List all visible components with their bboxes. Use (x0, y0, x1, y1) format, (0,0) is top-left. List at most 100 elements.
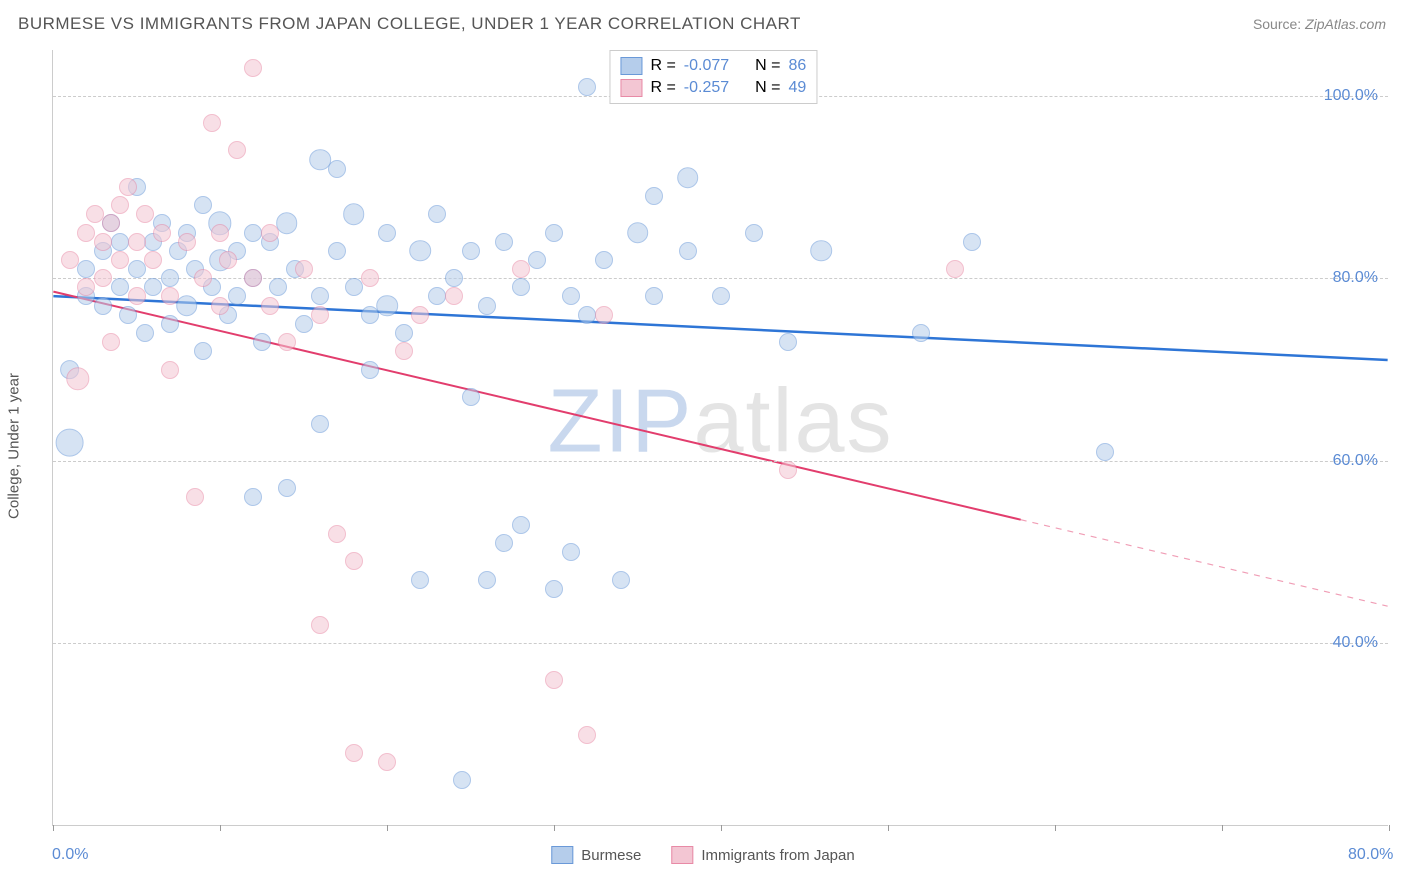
scatter-point (410, 240, 432, 262)
scatter-point (946, 260, 964, 278)
scatter-point (86, 205, 104, 223)
scatter-point (111, 233, 129, 251)
trend-lines (53, 50, 1388, 825)
scatter-point (512, 260, 530, 278)
x-tick (1389, 825, 1390, 831)
x-tick (888, 825, 889, 831)
legend-n-value-2: 49 (789, 79, 807, 97)
plot-area: ZIPatlas 40.0%60.0%80.0%100.0% (52, 50, 1388, 826)
y-axis-title: College, Under 1 year (6, 373, 23, 519)
scatter-point (311, 616, 329, 634)
scatter-point (161, 361, 179, 379)
scatter-point (94, 297, 112, 315)
scatter-point (512, 278, 530, 296)
scatter-point (376, 295, 398, 317)
scatter-point (244, 224, 262, 242)
legend-n-label-1: N = (755, 57, 780, 75)
scatter-point (77, 224, 95, 242)
scatter-point (253, 333, 271, 351)
watermark-rest: atlas (693, 372, 893, 472)
scatter-point (595, 251, 613, 269)
scatter-point (428, 287, 446, 305)
x-tick (721, 825, 722, 831)
scatter-point (94, 269, 112, 287)
scatter-point (276, 213, 298, 235)
scatter-point (186, 488, 204, 506)
watermark-zip: ZIP (547, 372, 693, 472)
scatter-point (963, 233, 981, 251)
scatter-point (411, 571, 429, 589)
scatter-point (77, 260, 95, 278)
scatter-point (328, 242, 346, 260)
scatter-point (194, 196, 212, 214)
scatter-point (627, 222, 649, 244)
scatter-point (311, 287, 329, 305)
scatter-point (77, 278, 95, 296)
scatter-point (1096, 443, 1114, 461)
scatter-point (161, 269, 179, 287)
x-tick (220, 825, 221, 831)
scatter-point (378, 753, 396, 771)
y-tick-label: 40.0% (1333, 634, 1378, 652)
scatter-point (102, 214, 120, 232)
legend-item-2: Immigrants from Japan (671, 846, 854, 864)
scatter-point (779, 333, 797, 351)
x-tick (387, 825, 388, 831)
x-tick-label: 0.0% (52, 846, 88, 864)
scatter-point (343, 204, 365, 226)
trend-line-solid (53, 292, 1020, 520)
scatter-point (545, 580, 563, 598)
scatter-point (194, 342, 212, 360)
legend-r-label-2: R = (650, 79, 675, 97)
scatter-point (261, 297, 279, 315)
scatter-point (228, 287, 246, 305)
gridline-h (53, 461, 1388, 462)
scatter-point (102, 333, 120, 351)
scatter-point (453, 771, 471, 789)
scatter-point (94, 233, 112, 251)
scatter-point (328, 525, 346, 543)
scatter-point (128, 287, 146, 305)
scatter-point (528, 251, 546, 269)
chart-container: BURMESE VS IMMIGRANTS FROM JAPAN COLLEGE… (0, 0, 1406, 892)
scatter-point (278, 333, 296, 351)
legend-row-series-1: R = -0.077 N = 86 (620, 55, 806, 77)
scatter-point (478, 571, 496, 589)
scatter-point (779, 461, 797, 479)
source-name: ZipAtlas.com (1305, 16, 1386, 32)
scatter-point (244, 488, 262, 506)
scatter-point (211, 224, 229, 242)
scatter-point (178, 233, 196, 251)
x-tick (53, 825, 54, 831)
scatter-point (128, 233, 146, 251)
scatter-point (495, 534, 513, 552)
scatter-point (228, 141, 246, 159)
scatter-point (119, 306, 137, 324)
scatter-point (462, 242, 480, 260)
source-attribution: Source: ZipAtlas.com (1253, 16, 1386, 32)
scatter-point (712, 287, 730, 305)
source-prefix: Source: (1253, 16, 1305, 32)
gridline-h (53, 643, 1388, 644)
x-tick-label: 80.0% (1348, 846, 1393, 864)
legend-item-1: Burmese (551, 846, 641, 864)
scatter-point (119, 178, 137, 196)
legend-label-1: Burmese (581, 847, 641, 864)
scatter-point (378, 224, 396, 242)
scatter-point (311, 306, 329, 324)
scatter-point (161, 287, 179, 305)
scatter-point (295, 315, 313, 333)
scatter-point (645, 187, 663, 205)
scatter-point (677, 167, 699, 189)
scatter-point (578, 306, 596, 324)
scatter-point (395, 324, 413, 342)
scatter-point (136, 205, 154, 223)
scatter-point (595, 306, 613, 324)
x-tick (1055, 825, 1056, 831)
scatter-point (445, 287, 463, 305)
scatter-point (562, 543, 580, 561)
watermark: ZIPatlas (547, 371, 893, 474)
scatter-point (111, 251, 129, 269)
scatter-point (495, 233, 513, 251)
legend-r-value-1: -0.077 (684, 57, 729, 75)
